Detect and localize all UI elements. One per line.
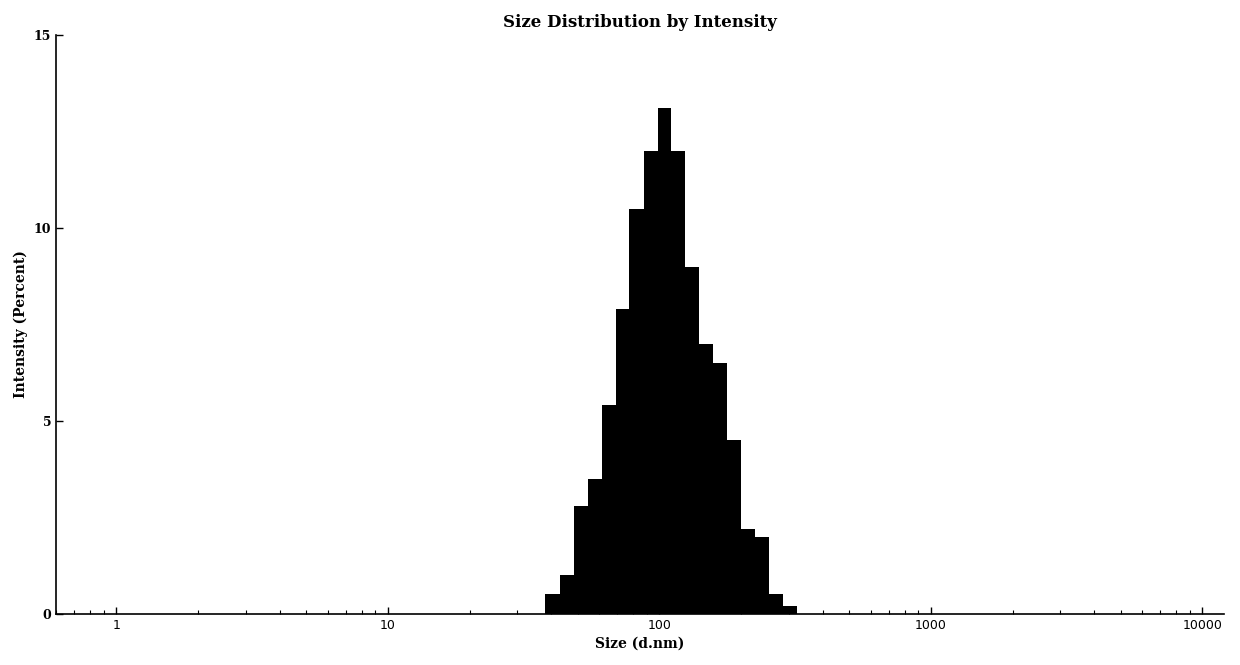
- Bar: [560, 575, 574, 614]
- Bar: [630, 209, 644, 614]
- Bar: [699, 344, 713, 614]
- Bar: [615, 309, 630, 614]
- Title: Size Distribution by Intensity: Size Distribution by Intensity: [503, 14, 777, 31]
- Bar: [784, 606, 797, 614]
- Bar: [657, 108, 671, 614]
- Bar: [644, 151, 657, 614]
- Bar: [742, 529, 755, 614]
- Y-axis label: Intensity (Percent): Intensity (Percent): [14, 251, 29, 398]
- Bar: [727, 440, 742, 614]
- Bar: [755, 537, 769, 614]
- X-axis label: Size (d.nm): Size (d.nm): [595, 637, 684, 651]
- Bar: [671, 151, 686, 614]
- Bar: [588, 479, 603, 614]
- Bar: [769, 595, 784, 614]
- Bar: [686, 267, 699, 614]
- Bar: [713, 363, 727, 614]
- Bar: [574, 505, 588, 614]
- Bar: [546, 595, 560, 614]
- Bar: [603, 406, 615, 614]
